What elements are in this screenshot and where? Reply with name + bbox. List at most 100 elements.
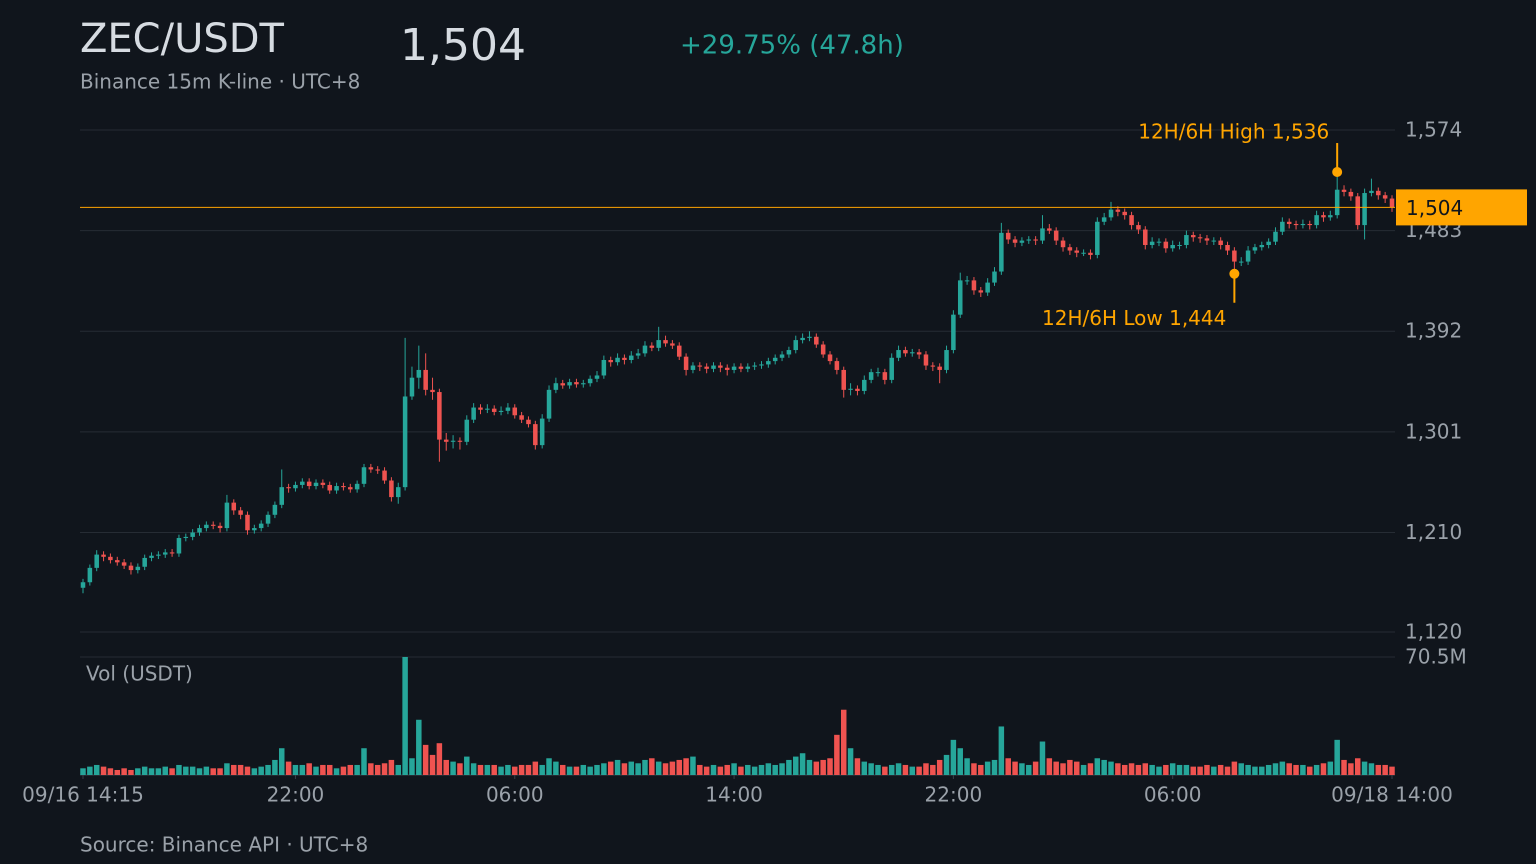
volume-bar [1217, 764, 1224, 775]
candle-body [663, 340, 668, 344]
candle-body [204, 524, 209, 529]
volume-bar [1204, 764, 1210, 775]
volume-bar [875, 764, 881, 775]
candle-body [759, 364, 764, 366]
candle-body [375, 469, 380, 471]
volume-bar [635, 763, 641, 775]
candle-body [485, 408, 490, 410]
volume-bar [984, 761, 991, 775]
candle-body [1341, 189, 1347, 192]
volume-bar [703, 766, 710, 775]
candle-body [1334, 189, 1340, 216]
volume-bar [594, 764, 600, 775]
volume-bar [738, 766, 744, 775]
candle-body [94, 554, 99, 568]
volume-bar [100, 766, 107, 775]
volume-bar [340, 766, 347, 775]
candle-body [951, 314, 956, 351]
candle-body [217, 525, 223, 529]
candle-body [313, 482, 319, 487]
subtitle: Binance 15m K-line · UTC+8 [80, 70, 360, 94]
volume-bar [669, 761, 676, 775]
volume-bar [114, 769, 121, 775]
candle-body [1190, 235, 1196, 238]
candle-body [1149, 241, 1155, 245]
candle-body [306, 481, 312, 487]
y2-tick-label: 70.5M [1405, 645, 1467, 669]
volume-bar [395, 764, 401, 775]
candle-body [1245, 250, 1251, 262]
volume-bar [683, 758, 689, 775]
candle-body [1348, 191, 1354, 197]
volume-bar [409, 758, 415, 775]
candle-body [491, 408, 497, 412]
candle-body [642, 345, 648, 354]
volume-bar [1197, 766, 1203, 775]
candle-body [944, 350, 949, 370]
candle-body [629, 355, 634, 360]
candle-body [416, 369, 422, 378]
volume-bar [559, 764, 566, 775]
volume-bar [1176, 764, 1183, 775]
last-price-label: 1,504 [1406, 196, 1463, 220]
candle-body [567, 382, 572, 386]
volume-bar [1300, 764, 1306, 775]
volume-bar [991, 759, 998, 775]
volume-bar [1032, 761, 1039, 775]
y-tick-label: 1,574 [1405, 118, 1462, 142]
volume-bar [573, 766, 580, 775]
candle-body [395, 487, 401, 498]
volume-bar [1354, 758, 1361, 775]
volume-bar [943, 754, 950, 775]
volume-bar [1121, 764, 1128, 775]
candle-body [108, 556, 113, 561]
candle-body [999, 232, 1004, 272]
candle-body [1300, 223, 1306, 226]
candle-body [916, 352, 922, 355]
candle-body [971, 280, 977, 291]
volume-bar [374, 764, 381, 775]
candle-body [841, 369, 846, 390]
candle-body [574, 382, 579, 385]
y-tick-label: 1,120 [1405, 620, 1462, 644]
volume-bar [1334, 739, 1340, 775]
candle-body [1026, 239, 1032, 241]
volume-bar [1142, 763, 1149, 775]
candle-body [1067, 247, 1073, 251]
candle-body [272, 504, 278, 515]
candle-body [101, 554, 106, 557]
candle-body [800, 337, 805, 341]
candle-body [1382, 195, 1388, 199]
volume-bar [518, 764, 525, 775]
volume-bar [1067, 759, 1073, 775]
candle-body [1362, 193, 1367, 226]
volume-bar [368, 763, 374, 775]
candle-body [793, 340, 799, 351]
volume-bar [1128, 763, 1135, 775]
volume-bar [957, 748, 963, 775]
volume-bar [587, 766, 593, 775]
volume-bar [477, 764, 484, 775]
volume-bar [422, 744, 429, 775]
source: Source: Binance API · UTC+8 [80, 833, 368, 857]
candle-body [1053, 230, 1059, 241]
candle-body [1005, 232, 1011, 240]
volume-bar [93, 764, 100, 775]
candle-body [334, 486, 339, 491]
candle-body [197, 528, 202, 533]
volume-bar [1060, 763, 1066, 775]
volume-bar [1169, 763, 1176, 775]
candle-body [923, 354, 929, 366]
candle-body [1328, 215, 1333, 218]
candle-body [539, 418, 545, 446]
volume-bar [1375, 764, 1382, 775]
volume-bar [169, 768, 175, 775]
candle-body [533, 424, 538, 446]
volume-bar [909, 766, 916, 775]
candle-body [964, 280, 970, 282]
volume-bar [902, 764, 909, 775]
volume-bar [1087, 763, 1094, 775]
candle-body [526, 419, 531, 425]
volume-bar [1252, 766, 1258, 775]
candle-body [1081, 252, 1086, 254]
